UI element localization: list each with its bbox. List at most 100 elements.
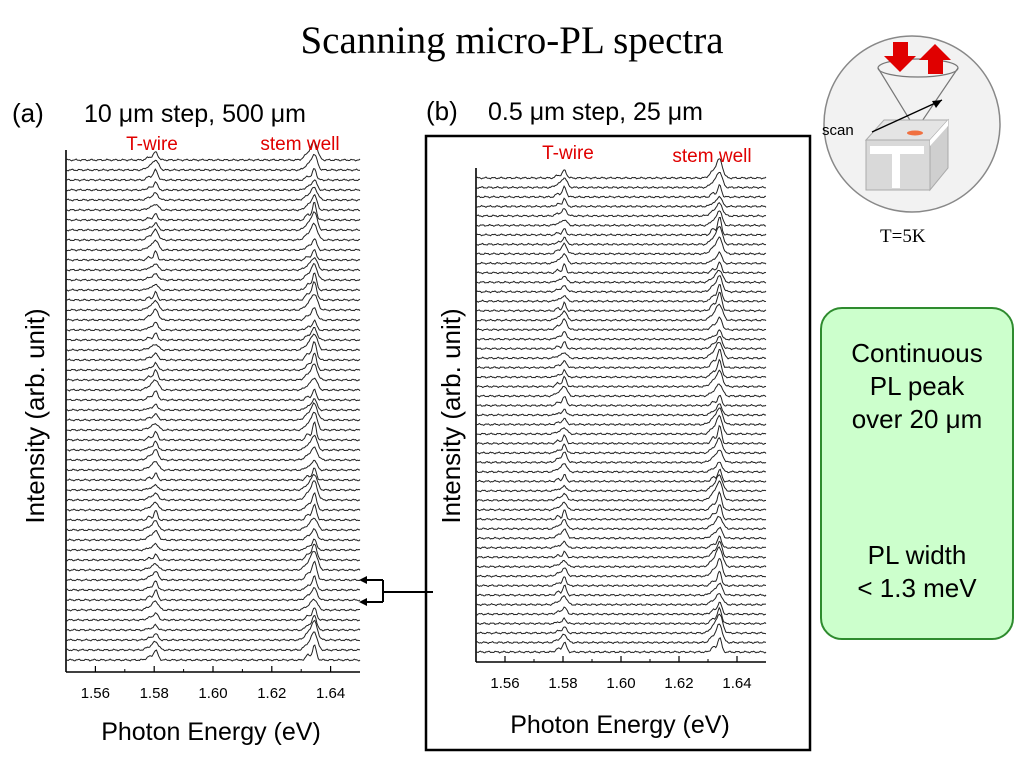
spectrum-trace [65, 587, 361, 602]
x-tick-label: 1.62 [257, 685, 286, 702]
x-tick-label: 1.60 [198, 685, 227, 702]
scan-arrow-icon [932, 100, 942, 108]
emission-arrow-up-icon [919, 44, 951, 74]
x-tick-label: 1.64 [722, 675, 751, 692]
t-wire-structure [870, 146, 924, 188]
plot-area-a: 1.56 1.58 1.60 1.62 1.64 [65, 139, 361, 702]
excitation-arrow-down-icon [884, 42, 916, 72]
spectrum-trace [475, 195, 767, 209]
spectrum-trace [475, 171, 767, 190]
spectrum-trace [475, 183, 767, 199]
spectrum-trace [65, 607, 361, 622]
callout-line: PL peak [869, 371, 965, 401]
spectrum-trace [475, 394, 767, 408]
spectrum-trace [65, 281, 361, 302]
spectrum-trace [65, 398, 361, 412]
spectrum-trace [475, 623, 767, 645]
x-axis-label-b: Photon Energy (eV) [510, 711, 730, 739]
y-axis-label-b: Intensity (arb. unit) [436, 308, 466, 523]
spectrum-trace [475, 473, 767, 493]
spectrum-trace [66, 341, 361, 362]
spectrum-trace [475, 593, 766, 607]
spectrum-trace [475, 436, 767, 455]
spectrum-trace [65, 388, 361, 402]
spectrum-trace [475, 468, 767, 483]
spectrum-trace [475, 217, 767, 237]
spectrum-trace [475, 202, 767, 218]
spectrum-trace [65, 294, 361, 312]
spectrum-trace [475, 269, 767, 284]
summary-callout: Continuous PL peak over 20 μm PL width <… [820, 307, 1014, 640]
spectrum-trace [65, 222, 361, 242]
panel-b-frame [424, 134, 812, 752]
spectrum-trace [65, 211, 361, 232]
spectrum-trace [475, 582, 767, 597]
spectrum-trace [65, 153, 361, 172]
spectrum-trace [65, 473, 361, 492]
spectrum-trace [65, 492, 361, 512]
connector-arrow-icon [359, 576, 367, 584]
spectrum-trace [475, 461, 767, 474]
spectrum-trace [475, 424, 767, 446]
spectrum-trace [65, 411, 361, 432]
spectrum-trace [65, 480, 361, 502]
callout-line: < 1.3 meV [857, 573, 977, 603]
spectrum-trace [65, 446, 361, 462]
spectrum-trace [65, 644, 361, 662]
spectrum-trace [65, 377, 361, 392]
spectrum-trace [475, 210, 767, 228]
slide-title: Scanning micro-PL spectra [300, 19, 724, 62]
spectrum-trace [475, 414, 767, 436]
peak-label-twire-b: T-wire [542, 143, 594, 164]
trace-connector [359, 576, 433, 606]
spectrum-trace [475, 490, 767, 512]
spectrum-trace [475, 303, 767, 322]
spectrum-trace [475, 601, 767, 616]
spectrum-trace [475, 403, 767, 417]
spectrum-trace [475, 637, 767, 654]
spectrum-trace [65, 619, 361, 642]
peak-label-stemwell-b: stem well [672, 146, 751, 167]
spectrum-trace [475, 546, 767, 569]
spectrum-trace [65, 363, 361, 382]
panel-label-b: (b) [426, 96, 458, 126]
spectrum-trace [65, 186, 361, 202]
temperature-label: T=5K [880, 226, 926, 247]
x-tick-label: 1.64 [316, 685, 345, 702]
chart-title-b: 0.5 μm step, 25 μm [488, 98, 703, 126]
spectrum-trace [475, 515, 767, 531]
spectrum-trace [475, 316, 767, 332]
x-tick-label: 1.62 [664, 675, 693, 692]
spectrum-trace [65, 631, 361, 652]
spectrum-trace [65, 238, 361, 252]
callout-line: over 20 μm [851, 404, 983, 434]
spectrum-trace [475, 329, 767, 341]
spectrum-trace [475, 540, 766, 559]
spectrum-trace [475, 480, 767, 502]
spectrum-trace [475, 557, 767, 578]
spectrum-trace [65, 272, 361, 292]
x-tick-label: 1.60 [606, 675, 635, 692]
spectrum-trace [65, 319, 361, 332]
spectrum-trace [65, 434, 361, 452]
spectrum-trace [65, 467, 361, 482]
spectrum-trace [475, 251, 767, 265]
spectrum-trace [475, 606, 767, 626]
chart-panel-b: 1.56 1.58 1.60 1.62 1.64 (b) 0.5 μm step, 25… [424, 96, 812, 752]
scan-schematic: scan [822, 35, 1001, 213]
spectrum-trace [475, 158, 767, 180]
spectrum-trace [65, 193, 361, 212]
peak-label-twire-a: T-wire [126, 134, 178, 155]
spectrum-trace [65, 262, 361, 282]
spectrum-trace [475, 261, 767, 275]
peak-label-stemwell-a: stem well [260, 134, 339, 155]
spectrum-trace [475, 535, 767, 550]
chart-title-a: 10 μm step, 500 μm [84, 100, 306, 128]
spectrum-trace [65, 333, 361, 352]
spectrum-trace [475, 504, 767, 521]
scan-label: scan [822, 122, 854, 139]
connector-arrow-icon [359, 598, 367, 606]
spectrum-trace [65, 538, 361, 552]
spectrum-trace [65, 560, 361, 582]
x-tick-label: 1.56 [81, 685, 110, 702]
